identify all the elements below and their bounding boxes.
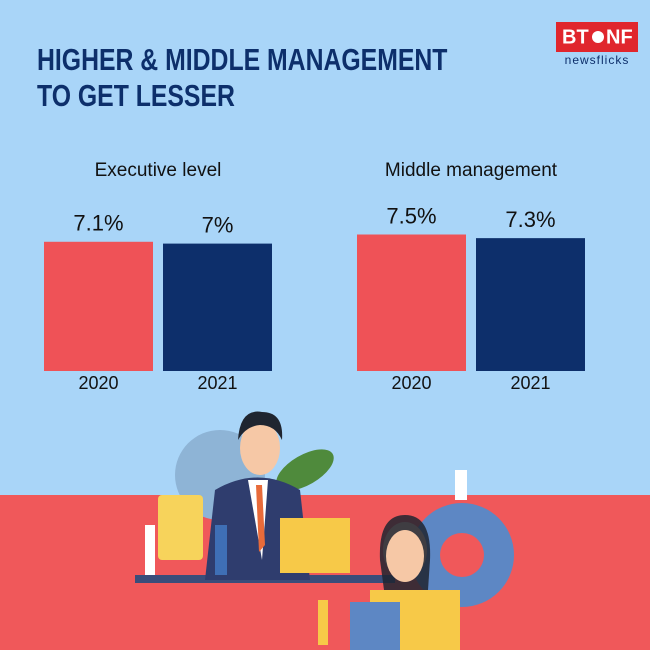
- hair: [238, 411, 283, 440]
- value-label: 7.3%: [505, 207, 555, 232]
- logo-globe: [592, 31, 604, 43]
- gear-hole: [440, 533, 484, 577]
- logo: BT NF newsflicks: [556, 22, 638, 67]
- logo-left: BT: [562, 26, 589, 48]
- category-label: 2021: [510, 373, 550, 393]
- bar: [44, 241, 153, 371]
- title-line: TO GET LESSER: [37, 79, 235, 113]
- person-small: [145, 525, 155, 575]
- woman-laptop: [350, 602, 400, 650]
- man-head: [240, 421, 280, 475]
- category-label: 2020: [391, 373, 431, 393]
- bar: [163, 243, 272, 371]
- value-label: 7.5%: [386, 203, 436, 228]
- title-line: HIGHER & MIDDLE MANAGEMENT: [37, 43, 447, 77]
- woman-face: [386, 530, 424, 582]
- laptop: [280, 518, 350, 573]
- illustration: [135, 411, 514, 650]
- chart-subtitle: Middle management: [385, 160, 558, 181]
- title-group: HIGHER & MIDDLE MANAGEMENT TO GET LESSER: [37, 43, 447, 113]
- category-label: 2020: [78, 373, 118, 393]
- person-small: [215, 525, 227, 575]
- logo-tagline: newsflicks: [565, 53, 630, 67]
- bar: [357, 234, 466, 371]
- chart-board: [158, 495, 203, 560]
- bar: [476, 238, 585, 371]
- leaf: [276, 449, 334, 491]
- chart-subtitle: Executive level: [95, 160, 222, 181]
- value-label: 7.1%: [73, 211, 123, 236]
- person-small: [318, 600, 328, 645]
- tie: [256, 485, 265, 552]
- logo-right: NF: [606, 26, 633, 48]
- value-label: 7%: [202, 212, 234, 237]
- category-label: 2021: [197, 373, 237, 393]
- person-small: [455, 470, 467, 500]
